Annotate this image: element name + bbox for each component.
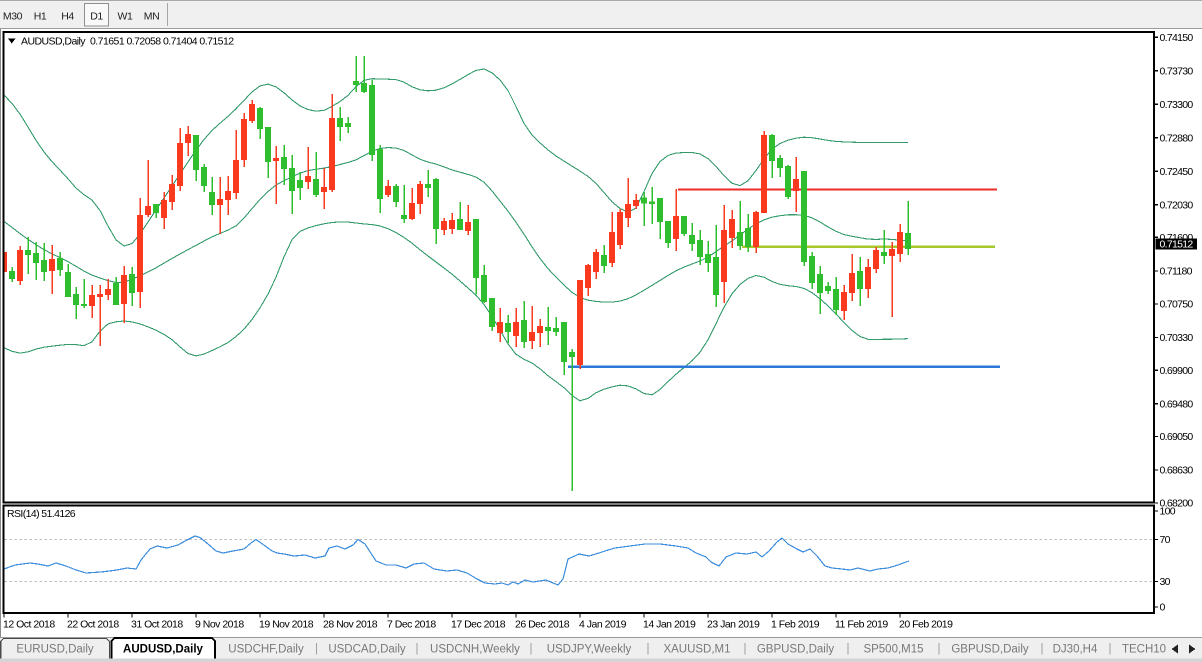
svg-text:GBPUSD,Daily: GBPUSD,Daily xyxy=(757,644,835,656)
svg-text:26 Dec 2018: 26 Dec 2018 xyxy=(515,619,570,631)
svg-text:0.71180: 0.71180 xyxy=(1160,266,1193,278)
svg-text:|: | xyxy=(416,643,419,655)
svg-text:0: 0 xyxy=(1160,602,1166,614)
svg-text:9 Nov 2018: 9 Nov 2018 xyxy=(195,619,244,631)
svg-text:14 Jan 2019: 14 Jan 2019 xyxy=(643,619,696,631)
svg-text:7 Dec 2018: 7 Dec 2018 xyxy=(387,619,436,631)
svg-text:|: | xyxy=(744,643,747,655)
svg-text:0.71651 0.72058 0.71404 0.7151: 0.71651 0.72058 0.71404 0.71512 xyxy=(90,36,234,48)
svg-text:0.71512: 0.71512 xyxy=(1160,239,1194,251)
svg-text:100: 100 xyxy=(1160,506,1176,518)
svg-text:0.73730: 0.73730 xyxy=(1160,65,1194,77)
svg-text:17 Dec 2018: 17 Dec 2018 xyxy=(451,619,506,631)
svg-text:0.68200: 0.68200 xyxy=(1160,498,1194,510)
svg-text:AUDUSD,Daily: AUDUSD,Daily xyxy=(21,36,86,48)
svg-text:0.69900: 0.69900 xyxy=(1160,365,1194,377)
svg-text:|: | xyxy=(847,643,850,655)
svg-text:19 Nov 2018: 19 Nov 2018 xyxy=(259,619,314,631)
svg-text:0.70750: 0.70750 xyxy=(1160,299,1194,311)
svg-text:|: | xyxy=(1109,643,1112,655)
svg-text:USDCAD,Daily: USDCAD,Daily xyxy=(328,644,406,656)
svg-text:|: | xyxy=(530,643,533,655)
svg-text:0.74150: 0.74150 xyxy=(1160,32,1194,44)
svg-text:0.72880: 0.72880 xyxy=(1160,132,1194,144)
svg-text:|: | xyxy=(647,643,650,655)
svg-text:12 Oct 2018: 12 Oct 2018 xyxy=(3,619,55,631)
svg-text:20 Feb 2019: 20 Feb 2019 xyxy=(899,619,953,631)
svg-text:11 Feb 2019: 11 Feb 2019 xyxy=(835,619,888,631)
svg-text:AUDUSD,Daily: AUDUSD,Daily xyxy=(123,644,203,656)
svg-text:W1: W1 xyxy=(118,11,134,23)
svg-text:USDJPY,Weekly: USDJPY,Weekly xyxy=(547,644,632,656)
svg-text:|: | xyxy=(938,643,941,655)
svg-text:MN: MN xyxy=(144,11,160,23)
svg-text:SP500,M15: SP500,M15 xyxy=(863,644,923,656)
svg-text:H4: H4 xyxy=(61,11,74,23)
svg-text:1 Feb 2019: 1 Feb 2019 xyxy=(771,619,820,631)
svg-text:23 Jan 2019: 23 Jan 2019 xyxy=(707,619,760,631)
svg-text:70: 70 xyxy=(1160,534,1171,546)
svg-text:4 Jan 2019: 4 Jan 2019 xyxy=(579,619,627,631)
svg-text:EURUSD,Daily: EURUSD,Daily xyxy=(16,644,94,656)
svg-text:DJ30,H4: DJ30,H4 xyxy=(1053,644,1098,656)
svg-text:0.69050: 0.69050 xyxy=(1160,431,1194,443)
svg-text:31 Oct 2018: 31 Oct 2018 xyxy=(131,619,183,631)
svg-text:0.72030: 0.72030 xyxy=(1160,199,1194,211)
svg-text:28 Nov 2018: 28 Nov 2018 xyxy=(323,619,378,631)
svg-text:M30: M30 xyxy=(3,11,23,23)
svg-text:XAUUSD,M1: XAUUSD,M1 xyxy=(663,644,730,656)
svg-text:USDCNH,Weekly: USDCNH,Weekly xyxy=(430,644,520,656)
svg-text:0.70330: 0.70330 xyxy=(1160,332,1194,344)
svg-text:30: 30 xyxy=(1160,576,1171,588)
svg-text:RSI(14) 51.4126: RSI(14) 51.4126 xyxy=(7,508,76,520)
svg-text:|: | xyxy=(315,643,318,655)
svg-text:|: | xyxy=(1041,643,1044,655)
svg-text:GBPUSD,Daily: GBPUSD,Daily xyxy=(951,644,1029,656)
svg-text:0.69480: 0.69480 xyxy=(1160,398,1194,410)
svg-text:0.73300: 0.73300 xyxy=(1160,99,1194,111)
svg-text:USDCHF,Daily: USDCHF,Daily xyxy=(228,644,304,656)
svg-text:0.68630: 0.68630 xyxy=(1160,465,1194,477)
svg-text:0.72450: 0.72450 xyxy=(1160,166,1194,178)
svg-text:H1: H1 xyxy=(34,11,47,23)
svg-text:22 Oct 2018: 22 Oct 2018 xyxy=(67,619,119,631)
svg-text:D1: D1 xyxy=(90,11,103,23)
svg-text:TECH10: TECH10 xyxy=(1122,644,1166,656)
